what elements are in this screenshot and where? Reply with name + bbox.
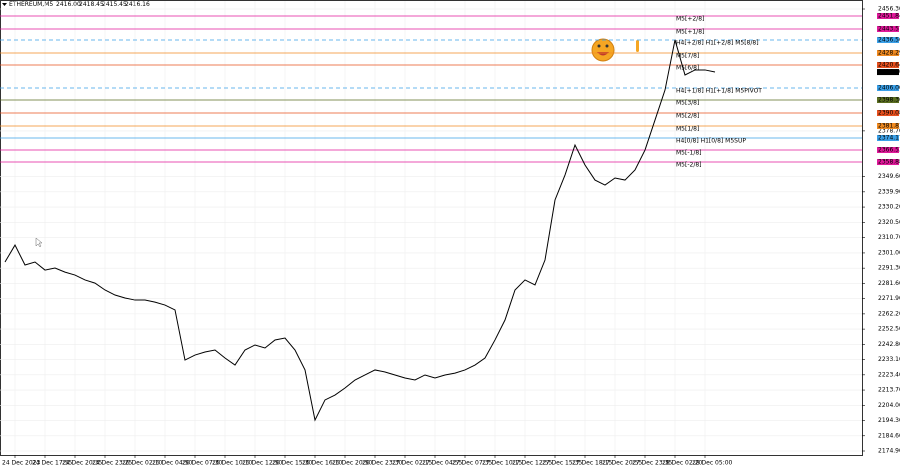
current-price-box — [877, 69, 899, 76]
symbol-arrow — [2, 3, 7, 6]
level-name: M5[+2/8] — [676, 16, 704, 23]
level-box — [877, 62, 899, 69]
y-tick-label: 2223.40 — [878, 371, 900, 378]
level-box — [877, 135, 899, 142]
level-box — [877, 110, 899, 117]
x-tick-label: 27 Dec 04:55 — [422, 460, 463, 467]
level-box — [877, 49, 899, 56]
x-tick-label: 26 Dec 12:50 — [242, 460, 283, 467]
y-tick-label: 2330.20 — [878, 204, 900, 211]
level-box — [877, 147, 899, 154]
level-name: M5[-2/8] — [676, 162, 702, 169]
level-name: M5[+1/8] — [676, 28, 704, 35]
level-name: M5[6/8] — [676, 65, 699, 72]
level-name: H4[+1/8] H1[+1/8] M5PIVOT — [676, 88, 762, 95]
y-tick-label: 2233.10 — [878, 356, 900, 363]
level-name: M5[7/8] — [676, 52, 699, 59]
level-label: 2358.88 — [878, 159, 900, 166]
level-label: 2443.57 — [878, 25, 900, 32]
ohlc-value: 2415.45 — [102, 1, 127, 8]
ohlc-value: 2416.00 — [56, 1, 81, 8]
y-tick-label: 2252.50 — [878, 326, 900, 333]
y-tick-label: 2301.00 — [878, 249, 900, 256]
x-tick-label: 26 Dec 07:30 — [182, 460, 223, 467]
x-tick-label: 26 Dec 02:10 — [122, 460, 163, 467]
price-line — [4, 39, 716, 422]
y-tick-label: 2291.30 — [878, 265, 900, 272]
current-price-label: 2416.16 — [878, 69, 900, 76]
level-box — [877, 159, 899, 166]
level-label: 2420.64 — [878, 62, 900, 69]
y-tick-label: 2242.80 — [878, 341, 900, 348]
y-tick-label: 2378.70 — [878, 127, 900, 134]
x-tick-label: 26 Dec 23:30 — [362, 460, 403, 467]
x-tick-label: 26 Dec 20:50 — [332, 460, 373, 467]
x-tick-label: 27 Dec 20:55 — [602, 460, 643, 467]
level-label: 2436.56 — [878, 37, 900, 44]
x-tick-label: 27 Dec 02:15 — [392, 460, 433, 467]
y-tick-label: 2262.20 — [878, 310, 900, 317]
x-tick-label: 24 Dec 23:25 — [92, 460, 133, 467]
chart-title: ETHEREUM,M5 — [9, 1, 53, 8]
level-label: 2374.17 — [878, 135, 900, 142]
cursor — [35, 237, 43, 248]
x-tick-label: 26 Dec 10:10 — [212, 460, 253, 467]
x-tick-label: 26 Dec 04:50 — [152, 460, 193, 467]
x-tick-label: 24 Dec 20:35 — [62, 460, 103, 467]
level-box — [877, 13, 899, 20]
level-label: 2428.29 — [878, 49, 900, 56]
y-tick-label: 2281.60 — [878, 280, 900, 287]
y-tick-label: 2310.70 — [878, 234, 900, 241]
y-tick-label: 2271.90 — [878, 295, 900, 302]
level-label: 2451.84 — [878, 13, 900, 20]
x-tick-label: 27 Dec 18:15 — [572, 460, 613, 467]
x-tick-label: 26 Dec 16:10 — [302, 460, 343, 467]
y-tick-label: 2194.30 — [878, 417, 900, 424]
level-name: M5[-1/8] — [676, 150, 702, 157]
level-label: 2406.00 — [878, 85, 900, 92]
level-name: H4[0/8] H1[0/8] M5SUP — [676, 138, 746, 145]
level-name: M5[2/8] — [676, 113, 699, 120]
level-box — [877, 85, 899, 92]
level-box — [877, 123, 899, 130]
smiley — [591, 38, 615, 62]
y-tick-label: 2204.00 — [878, 402, 900, 409]
alert-mark — [636, 40, 639, 52]
x-tick-label: 24 Dec 2023 — [2, 460, 41, 467]
x-tick-label: 27 Dec 07:35 — [452, 460, 493, 467]
level-name: M5[1/8] — [676, 126, 699, 133]
x-tick-label: 28 Dec 02:20 — [662, 460, 703, 467]
x-tick-label: 28 Dec 05:00 — [692, 460, 733, 467]
level-label: 2390.08 — [878, 110, 900, 117]
y-tick-label: 2213.70 — [878, 387, 900, 394]
y-tick-label: 2339.90 — [878, 188, 900, 195]
y-tick-label: 2184.60 — [878, 432, 900, 439]
level-box — [877, 25, 899, 32]
level-label: 2381.81 — [878, 123, 900, 130]
level-label: 2366.53 — [878, 147, 900, 154]
x-tick-label: 27 Dec 10:15 — [482, 460, 523, 467]
y-tick-label: 2174.90 — [878, 448, 900, 455]
x-tick-label: 27 Dec 12:55 — [512, 460, 553, 467]
plot-frame — [0, 0, 863, 456]
ohlc-value: 2416.16 — [125, 1, 150, 8]
x-tick-label: 24 Dec 17:55 — [32, 460, 73, 467]
y-tick-label: 2349.60 — [878, 173, 900, 180]
level-name: M5[3/8] — [676, 100, 699, 107]
x-tick-label: 26 Dec 15:30 — [272, 460, 313, 467]
y-tick-label: 2320.50 — [878, 219, 900, 226]
level-box — [877, 37, 899, 44]
level-label: 2398.36 — [878, 97, 900, 104]
level-box — [877, 97, 899, 104]
x-tick-label: 27 Dec 15:35 — [542, 460, 583, 467]
level-name: H4[+2/8] H1[+2/8] M5[8/8] — [676, 40, 759, 47]
ohlc-value: 2418.45 — [79, 1, 104, 8]
y-tick-label: 2456.30 — [878, 6, 900, 13]
x-tick-label: 27 Dec 23:35 — [632, 460, 673, 467]
